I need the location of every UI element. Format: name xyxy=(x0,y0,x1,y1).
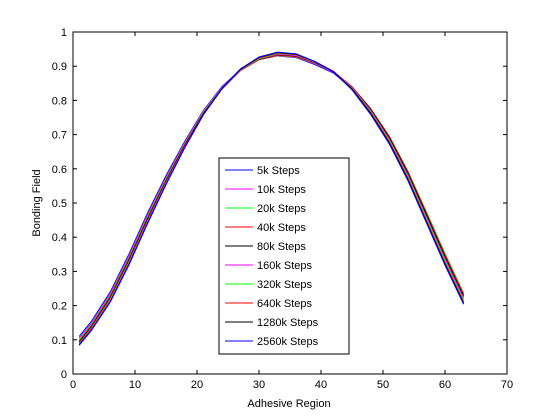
x-tick-label: 20 xyxy=(191,379,203,391)
axes-layer: 0 10 20 30 40 50 60 70 0 0.1 0.2 0.3 0.4 0.5 0.6 0.7 0.8… xyxy=(52,27,513,391)
legend-label: 640k Steps xyxy=(257,298,313,310)
x-tick-label: 0 xyxy=(70,379,76,391)
legend-box xyxy=(218,157,350,355)
legend-label: 1280k Steps xyxy=(257,317,319,329)
legend-label: 320k Steps xyxy=(257,279,313,291)
legend-label: 20k Steps xyxy=(257,203,306,215)
legend-label: 160k Steps xyxy=(257,260,313,272)
x-tick-label: 70 xyxy=(501,379,513,391)
y-tick-label: 0.1 xyxy=(52,335,67,347)
series-layer xyxy=(78,51,465,346)
x-tick-label: 50 xyxy=(377,379,389,391)
x-tick-label: 30 xyxy=(253,379,265,391)
x-tick-label: 60 xyxy=(439,379,451,391)
legend-label: 80k Steps xyxy=(257,241,306,253)
y-tick-label: 0.6 xyxy=(52,164,67,176)
y-axis-label: Bonding Field xyxy=(31,169,43,236)
y-tick-label: 0.4 xyxy=(52,232,67,244)
y-tick-label: 0.7 xyxy=(52,130,67,142)
legend-label: 10k Steps xyxy=(257,184,306,196)
x-axis-label: Adhesive Region xyxy=(247,398,330,410)
series-line-10 xyxy=(78,51,465,346)
y-tick-label: 0.3 xyxy=(52,266,67,278)
legend-label: 2560k Steps xyxy=(257,336,319,348)
y-tick-label: 1 xyxy=(61,27,67,39)
y-tick-label: 0.9 xyxy=(52,61,67,73)
y-tick-label: 0.2 xyxy=(52,301,67,313)
y-tick-label: 0 xyxy=(61,369,67,381)
y-tick-label: 0.8 xyxy=(52,95,67,107)
legend-label: 5k Steps xyxy=(257,165,300,177)
x-tick-label: 10 xyxy=(129,379,141,391)
legend: 5k Steps 10k Steps 20k Steps 40k Steps 80k S… xyxy=(218,157,350,355)
legend-label: 40k Steps xyxy=(257,222,306,234)
x-tick-label: 40 xyxy=(315,379,327,391)
y-tick-label: 0.5 xyxy=(52,198,67,210)
